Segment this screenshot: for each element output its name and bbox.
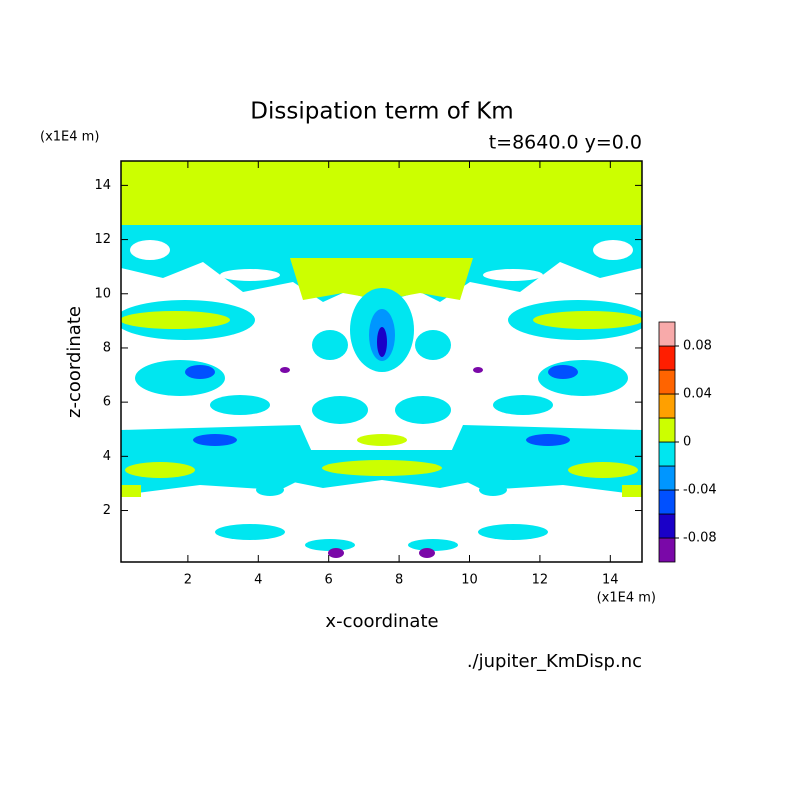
contour-region xyxy=(408,539,458,551)
colorbar-bin xyxy=(658,393,676,419)
contour-region xyxy=(622,485,642,497)
contour-region xyxy=(290,258,473,300)
contour-region xyxy=(533,311,642,329)
contour-region xyxy=(478,524,548,540)
contour-region xyxy=(135,360,225,396)
contour-field xyxy=(121,161,642,558)
contour-hole xyxy=(593,240,633,260)
contour-hole xyxy=(483,269,543,281)
contour-region xyxy=(568,462,638,478)
contour-region xyxy=(328,548,344,558)
y-tick-label: 14 xyxy=(94,178,111,193)
x-tick-label: 8 xyxy=(395,573,403,588)
y-tick-label: 2 xyxy=(103,503,111,518)
contour-region xyxy=(357,434,407,446)
contour-region xyxy=(538,360,628,396)
colorbar-bin xyxy=(658,465,676,491)
plot-frame xyxy=(120,160,643,563)
x-tick-label: 4 xyxy=(254,573,262,588)
contour-region xyxy=(125,462,195,478)
contour-region xyxy=(215,524,285,540)
colorbar-bin xyxy=(658,417,676,443)
contour-region xyxy=(312,330,348,360)
chart-subtitle: t=8640.0 y=0.0 xyxy=(489,132,642,154)
contour-region xyxy=(479,484,507,496)
colorbar-bin xyxy=(658,441,676,467)
contour-region xyxy=(185,365,215,379)
colorbar-bin xyxy=(658,489,676,515)
colorbar-bin xyxy=(658,513,676,539)
x-tick-label: 14 xyxy=(602,573,619,588)
y-tick-label: 12 xyxy=(94,232,111,247)
y-tick-label: 8 xyxy=(103,340,111,355)
y-tick-label: 10 xyxy=(94,286,111,301)
colorbar-tick-label: -0.04 xyxy=(683,483,717,498)
colorbar-tick-label: 0.08 xyxy=(683,339,712,354)
y-axis-label: z-coordinate xyxy=(64,306,85,418)
x-axis-label: x-coordinate xyxy=(325,611,438,632)
x-tick-label: 12 xyxy=(532,573,549,588)
colorbar-tick-label: 0.04 xyxy=(683,387,712,402)
contour-region xyxy=(193,434,237,446)
contour-region xyxy=(121,161,642,225)
contour-region xyxy=(256,484,284,496)
x-tick-label: 6 xyxy=(325,573,333,588)
colorbar-tick-label: -0.08 xyxy=(683,531,717,546)
contour-region xyxy=(415,330,451,360)
contour-region xyxy=(493,395,553,415)
source-label: ./jupiter_KmDisp.nc xyxy=(467,651,642,672)
contour-region xyxy=(305,539,355,551)
colorbar-bin xyxy=(658,537,676,563)
colorbar-bin xyxy=(658,321,676,347)
contour-region xyxy=(526,434,570,446)
contour-region xyxy=(322,460,442,476)
contour-region xyxy=(419,548,435,558)
contour-hole xyxy=(220,269,280,281)
contour-region xyxy=(473,367,483,373)
contour-region xyxy=(280,367,290,373)
contour-region xyxy=(121,485,141,497)
x-tick-label: 10 xyxy=(461,573,478,588)
y-unit: (x1E4 m) xyxy=(40,130,99,145)
contour-region xyxy=(377,327,387,357)
chart-title: Dissipation term of Km xyxy=(250,99,513,125)
colorbar-tick-label: 0 xyxy=(683,435,691,450)
y-tick-label: 4 xyxy=(103,449,111,464)
colorbar-bin xyxy=(658,369,676,395)
y-tick-label: 6 xyxy=(103,395,111,410)
x-unit: (x1E4 m) xyxy=(597,591,656,606)
contour-region xyxy=(312,396,368,424)
contour-region xyxy=(121,311,230,329)
contour-hole xyxy=(130,240,170,260)
x-tick-label: 2 xyxy=(184,573,192,588)
contour-region xyxy=(395,396,451,424)
contour-region xyxy=(548,365,578,379)
contour-region xyxy=(210,395,270,415)
colorbar-bin xyxy=(658,345,676,371)
